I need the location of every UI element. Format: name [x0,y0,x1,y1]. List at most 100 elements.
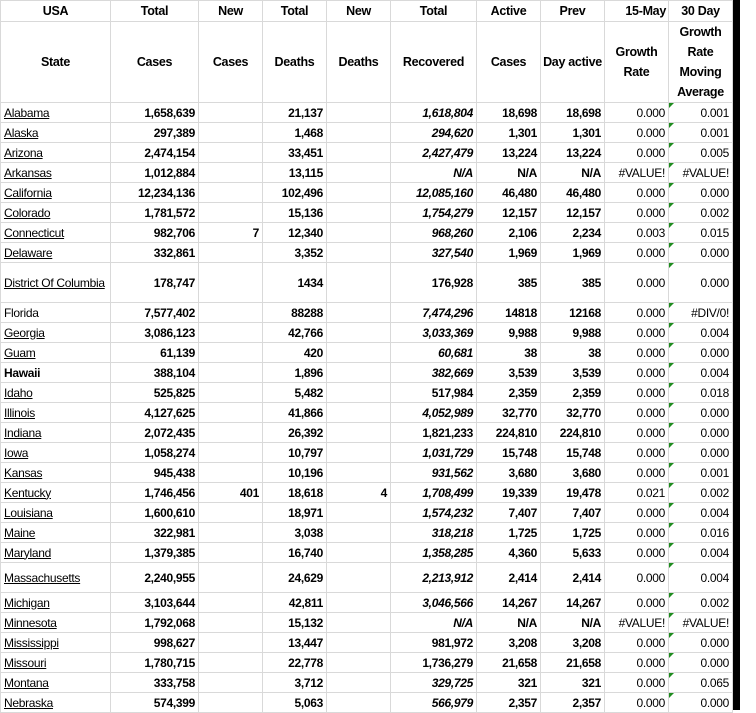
active-cases-cell[interactable]: 9,988 [476,322,541,343]
total-cases-cell[interactable]: 4,127,625 [110,402,199,423]
new-cases-cell[interactable] [198,262,263,303]
new-deaths-cell[interactable] [326,652,391,673]
active-cases-cell[interactable]: 38 [476,342,541,363]
active-cases-cell[interactable]: 2,106 [476,222,541,243]
total-cases-cell[interactable]: 2,474,154 [110,142,199,163]
active-cases-cell[interactable]: 3,208 [476,632,541,653]
new-cases-cell[interactable] [198,522,263,543]
state-link[interactable]: Kentucky [4,485,51,500]
new-deaths-cell[interactable] [326,502,391,523]
total-deaths-cell[interactable]: 3,038 [262,522,327,543]
state-cell[interactable]: Colorado [0,202,111,223]
recovered-cell[interactable]: N/A [390,162,477,183]
new-cases-cell[interactable] [198,502,263,523]
total-deaths-cell[interactable]: 3,712 [262,672,327,693]
prev-day-active-cell[interactable]: 13,224 [540,142,605,163]
state-cell[interactable]: Georgia [0,322,111,343]
new-deaths-cell[interactable] [326,262,391,303]
prev-day-active-cell[interactable]: 2,359 [540,382,605,403]
moving-average-cell[interactable]: 0.000 [668,652,733,673]
new-cases-cell[interactable] [198,422,263,443]
total-cases-cell[interactable]: 3,086,123 [110,322,199,343]
total-deaths-cell[interactable]: 10,196 [262,462,327,483]
header-cell[interactable]: New [326,0,391,22]
new-cases-cell[interactable] [198,122,263,143]
active-cases-cell[interactable]: 18,698 [476,102,541,123]
total-cases-cell[interactable]: 1,600,610 [110,502,199,523]
growth-rate-cell[interactable]: 0.000 [604,302,669,323]
total-cases-cell[interactable]: 945,438 [110,462,199,483]
total-deaths-cell[interactable]: 15,132 [262,612,327,633]
header-cell[interactable]: Deaths [326,21,391,103]
new-cases-cell[interactable] [198,652,263,673]
moving-average-cell[interactable]: 0.002 [668,592,733,613]
recovered-cell[interactable]: 931,562 [390,462,477,483]
active-cases-cell[interactable]: 15,748 [476,442,541,463]
prev-day-active-cell[interactable]: 12168 [540,302,605,323]
recovered-cell[interactable]: 1,358,285 [390,542,477,563]
total-cases-cell[interactable]: 3,103,644 [110,592,199,613]
growth-rate-cell[interactable]: 0.000 [604,522,669,543]
moving-average-cell[interactable]: 0.001 [668,462,733,483]
total-deaths-cell[interactable]: 3,352 [262,242,327,263]
moving-average-cell[interactable]: 0.018 [668,382,733,403]
recovered-cell[interactable]: 3,046,566 [390,592,477,613]
new-cases-cell[interactable] [198,612,263,633]
active-cases-cell[interactable]: 32,770 [476,402,541,423]
total-cases-cell[interactable]: 1,058,274 [110,442,199,463]
active-cases-cell[interactable]: 2,357 [476,692,541,713]
growth-rate-cell[interactable]: 0.000 [604,542,669,563]
active-cases-cell[interactable]: 2,359 [476,382,541,403]
total-cases-cell[interactable]: 61,139 [110,342,199,363]
new-deaths-cell[interactable] [326,542,391,563]
total-deaths-cell[interactable]: 18,618 [262,482,327,503]
total-cases-cell[interactable]: 1,780,715 [110,652,199,673]
total-deaths-cell[interactable]: 41,866 [262,402,327,423]
moving-average-cell[interactable]: #VALUE! [668,612,733,633]
recovered-cell[interactable]: 1,618,804 [390,102,477,123]
recovered-cell[interactable]: 1,708,499 [390,482,477,503]
prev-day-active-cell[interactable]: 3,680 [540,462,605,483]
total-cases-cell[interactable]: 1,781,572 [110,202,199,223]
total-cases-cell[interactable]: 1,792,068 [110,612,199,633]
total-cases-cell[interactable]: 1,746,456 [110,482,199,503]
prev-day-active-cell[interactable]: 9,988 [540,322,605,343]
prev-day-active-cell[interactable]: 18,698 [540,102,605,123]
active-cases-cell[interactable]: 385 [476,262,541,303]
state-cell[interactable]: Massachusetts [0,562,111,593]
total-deaths-cell[interactable]: 420 [262,342,327,363]
prev-day-active-cell[interactable]: 2,414 [540,562,605,593]
active-cases-cell[interactable]: 7,407 [476,502,541,523]
state-cell[interactable]: Illinois [0,402,111,423]
growth-rate-cell[interactable]: 0.000 [604,422,669,443]
recovered-cell[interactable]: 3,033,369 [390,322,477,343]
total-cases-cell[interactable]: 982,706 [110,222,199,243]
recovered-cell[interactable]: 517,984 [390,382,477,403]
recovered-cell[interactable]: 382,669 [390,362,477,383]
total-deaths-cell[interactable]: 26,392 [262,422,327,443]
prev-day-active-cell[interactable]: 46,480 [540,182,605,203]
recovered-cell[interactable]: 2,213,912 [390,562,477,593]
moving-average-cell[interactable]: 0.000 [668,262,733,303]
state-link[interactable]: California [4,185,52,200]
new-cases-cell[interactable] [198,462,263,483]
prev-day-active-cell[interactable]: 12,157 [540,202,605,223]
moving-average-cell[interactable]: 0.000 [668,442,733,463]
state-link[interactable]: Connecticut [4,225,65,240]
new-cases-cell[interactable]: 401 [198,482,263,503]
prev-day-active-cell[interactable]: 224,810 [540,422,605,443]
new-cases-cell[interactable] [198,142,263,163]
new-cases-cell[interactable] [198,162,263,183]
total-deaths-cell[interactable]: 16,740 [262,542,327,563]
prev-day-active-cell[interactable]: 1,725 [540,522,605,543]
new-cases-cell[interactable] [198,382,263,403]
new-deaths-cell[interactable] [326,632,391,653]
prev-day-active-cell[interactable]: 385 [540,262,605,303]
growth-rate-cell[interactable]: #VALUE! [604,612,669,633]
total-cases-cell[interactable]: 2,240,955 [110,562,199,593]
growth-rate-cell[interactable]: 0.000 [604,502,669,523]
new-cases-cell[interactable] [198,302,263,323]
header-cell[interactable]: New [198,0,263,22]
growth-rate-cell[interactable]: 0.000 [604,652,669,673]
state-link[interactable]: Mississippi [4,635,59,650]
